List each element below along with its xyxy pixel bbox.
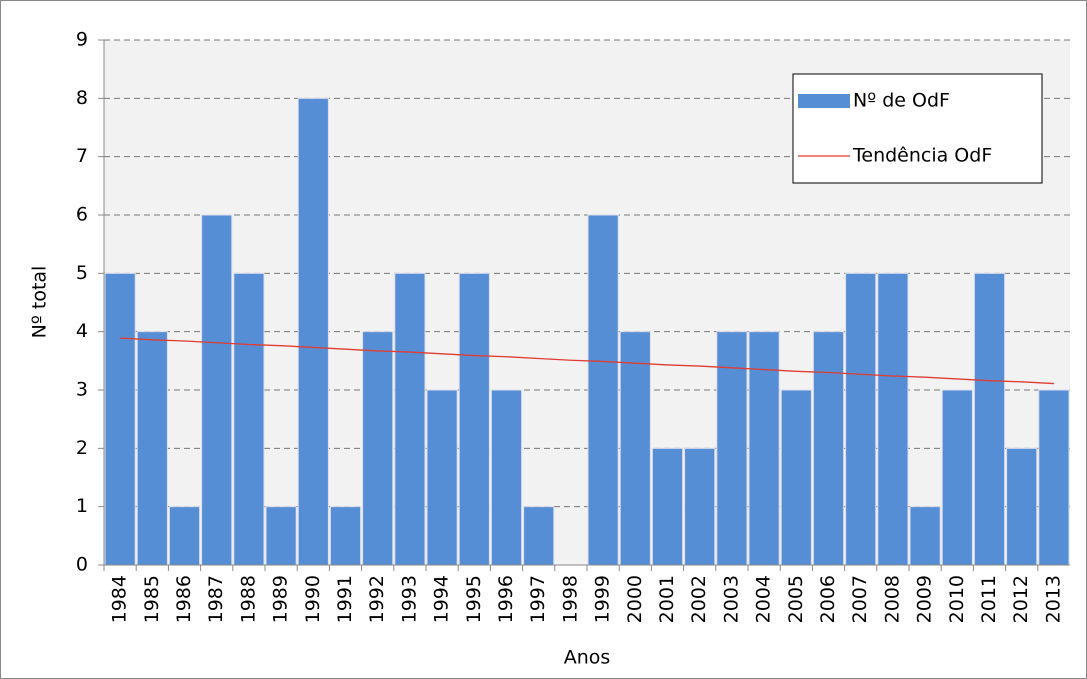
bar [909, 506, 941, 566]
x-tick-label: 2008 [881, 575, 903, 623]
bar [329, 506, 362, 566]
x-tick-label: 1996 [495, 575, 517, 623]
x-tick-label: 1995 [463, 575, 485, 623]
y-tick-label: 8 [76, 87, 88, 109]
x-tick-label: 2009 [914, 575, 936, 623]
bar [104, 272, 136, 566]
bar [458, 272, 490, 566]
x-tick-label: 1986 [173, 575, 195, 623]
trend-line [120, 337, 1054, 385]
x-tick-label: 1993 [398, 575, 420, 623]
x-tick-label: 1989 [270, 575, 292, 623]
x-tick-label: 2005 [785, 575, 807, 623]
x-tick-label: 2003 [720, 575, 742, 623]
x-tick-label: 1998 [559, 575, 581, 623]
x-tick-label: 2011 [978, 575, 1000, 623]
legend-box [792, 73, 1043, 184]
bar [1006, 447, 1038, 566]
y-axis-label: Nº total [29, 266, 51, 339]
bar [136, 331, 168, 566]
x-tick-label: 1987 [205, 575, 227, 623]
x-tick-label: 1991 [334, 575, 356, 623]
bar [233, 272, 265, 566]
bar [877, 272, 909, 566]
y-tick-label: 3 [76, 379, 88, 401]
y-tick-label: 1 [76, 495, 88, 517]
legend-swatch [798, 94, 850, 108]
legend-label: Tendência OdF [852, 145, 992, 167]
x-tick-label: 1984 [109, 575, 131, 623]
bar [394, 272, 426, 566]
bar [619, 331, 651, 566]
x-tick-label: 1990 [302, 575, 324, 623]
bar [651, 447, 684, 566]
x-tick-label: 2010 [946, 575, 968, 623]
bar [265, 506, 297, 566]
bar [201, 214, 233, 566]
y-tick-label: 5 [76, 262, 88, 284]
x-tick-label: 1999 [592, 575, 614, 623]
bar [168, 506, 201, 566]
x-tick-label: 1985 [141, 575, 163, 623]
x-tick-label: 2013 [1042, 575, 1064, 623]
bar [362, 331, 394, 566]
x-tick-label: 1994 [431, 575, 453, 623]
x-tick-label: 1988 [237, 575, 259, 623]
x-tick-label: 2002 [688, 575, 710, 623]
x-tick-label: 2006 [817, 575, 839, 623]
bar [523, 506, 555, 566]
bar [587, 214, 619, 566]
x-tick-label: 1992 [366, 575, 388, 623]
x-tick-label: 1997 [527, 575, 549, 623]
y-tick-label: 6 [76, 204, 88, 226]
y-tick-label: 2 [76, 437, 88, 459]
bar [716, 331, 748, 566]
x-tick-label: 2007 [849, 575, 871, 623]
bar [297, 97, 329, 566]
bar [748, 331, 780, 566]
bar [1038, 389, 1070, 566]
x-axis-label: Anos [564, 647, 611, 669]
legend-label: Nº de OdF [853, 90, 950, 112]
x-tick-label: 2001 [656, 575, 678, 623]
bar [426, 389, 458, 566]
bar [941, 389, 973, 566]
y-tick-label: 4 [76, 320, 88, 342]
bar [973, 272, 1006, 566]
bar [812, 331, 845, 566]
bar [490, 389, 523, 566]
y-tick-label: 0 [76, 554, 88, 576]
bar [845, 272, 877, 566]
x-tick-label: 2000 [624, 575, 646, 623]
bar [684, 447, 716, 566]
x-tick-label: 2004 [753, 575, 775, 623]
bar [780, 389, 812, 566]
y-tick-label: 9 [76, 29, 88, 51]
y-tick-label: 7 [76, 145, 88, 167]
x-tick-label: 2012 [1010, 575, 1032, 623]
